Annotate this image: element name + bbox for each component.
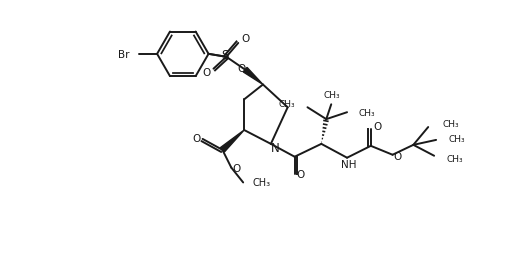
Text: O: O [232,163,240,174]
Text: O: O [193,134,201,144]
Polygon shape [220,130,244,152]
Text: O: O [373,122,382,132]
Text: O: O [203,68,211,78]
Text: CH₃: CH₃ [324,91,340,100]
Text: CH₃: CH₃ [447,155,464,164]
Text: CH₃: CH₃ [359,109,376,118]
Text: NH: NH [341,160,357,170]
Text: Br: Br [118,50,130,60]
Text: CH₃: CH₃ [252,178,270,188]
Text: S: S [222,49,229,62]
Text: O: O [296,170,305,179]
Polygon shape [243,67,263,85]
Text: O: O [241,34,249,44]
Text: CH₃: CH₃ [449,135,466,144]
Text: O: O [393,152,401,162]
Text: CH₃: CH₃ [279,100,296,109]
Text: O: O [237,64,246,74]
Text: CH₃: CH₃ [442,119,458,129]
Text: N: N [270,142,279,155]
